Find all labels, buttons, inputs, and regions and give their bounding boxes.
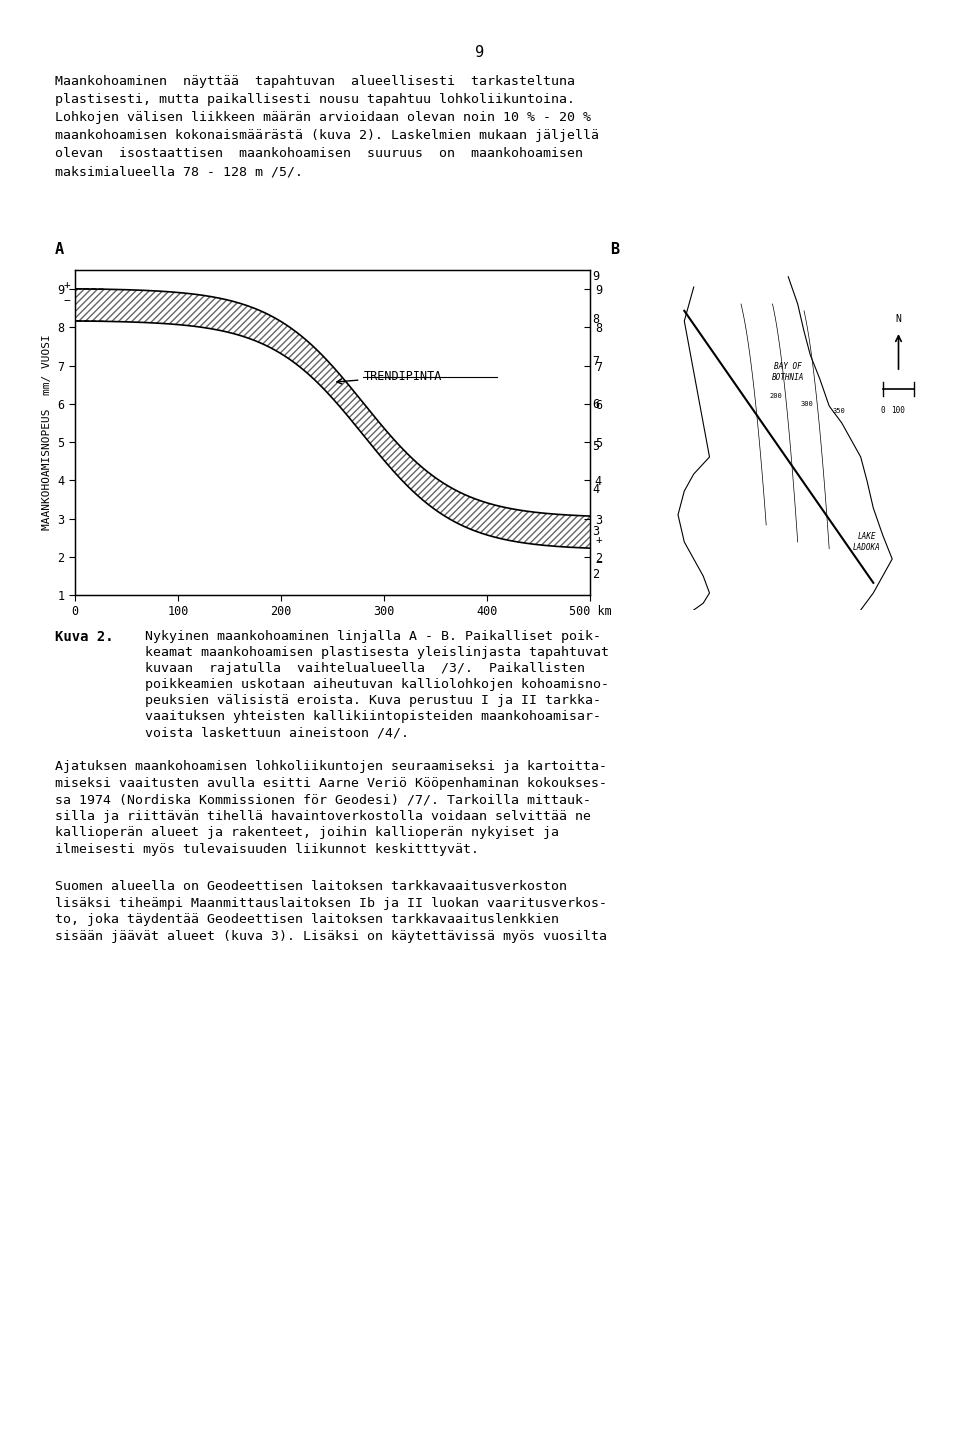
Text: 100: 100 (892, 406, 905, 415)
Text: lisäksi tiheämpi Maanmittauslaitoksen Ib ja II luokan vaaritusverkos-: lisäksi tiheämpi Maanmittauslaitoksen Ib… (55, 896, 607, 909)
Text: B: B (611, 242, 620, 257)
Text: ilmeisesti myös tulevaisuuden liikunnot keskitttyvät.: ilmeisesti myös tulevaisuuden liikunnot … (55, 842, 479, 856)
Text: kuvaan  rajatulla  vaihtelualueella  /3/.  Paikallisten: kuvaan rajatulla vaihtelualueella /3/. P… (145, 663, 585, 676)
Text: −: − (63, 296, 70, 306)
Text: miseksi vaaitusten avulla esitti Aarne Veriö Kööpenhaminan kokoukses-: miseksi vaaitusten avulla esitti Aarne V… (55, 777, 607, 789)
Text: 6: 6 (592, 397, 599, 410)
Text: 200: 200 (769, 393, 782, 399)
Text: olevan  isostaattisen  maankohoamisen  suuruus  on  maankohoamisen: olevan isostaattisen maankohoamisen suur… (55, 146, 583, 160)
Text: Kuva 2.: Kuva 2. (55, 629, 113, 644)
Text: Maankohoaminen  näyttää  tapahtuvan  alueellisesti  tarkasteltuna: Maankohoaminen näyttää tapahtuvan alueel… (55, 75, 575, 88)
Text: 350: 350 (832, 407, 845, 413)
Text: 300: 300 (801, 402, 814, 407)
Text: 9: 9 (475, 45, 485, 59)
Text: BAY OF
BOTHNIA: BAY OF BOTHNIA (772, 362, 804, 381)
Text: voista laskettuun aineistoon /4/.: voista laskettuun aineistoon /4/. (145, 726, 409, 740)
Text: 0: 0 (880, 406, 885, 415)
Text: A: A (55, 242, 63, 257)
Text: +: + (595, 535, 602, 545)
Text: −: − (595, 557, 602, 567)
Text: Ajatuksen maankohoamisen lohkoliikuntojen seuraamiseksi ja kartoitta-: Ajatuksen maankohoamisen lohkoliikuntoje… (55, 760, 607, 773)
Text: Lohkojen välisen liikkeen määrän arvioidaan olevan noin 10 % - 20 %: Lohkojen välisen liikkeen määrän arvioid… (55, 112, 591, 125)
Text: sisään jäävät alueet (kuva 3). Lisäksi on käytettävissä myös vuosilta: sisään jäävät alueet (kuva 3). Lisäksi o… (55, 929, 607, 942)
Text: maksimialueella 78 - 128 m /5/.: maksimialueella 78 - 128 m /5/. (55, 165, 303, 178)
Text: N: N (896, 315, 901, 325)
Text: sa 1974 (Nordiska Kommissionen för Geodesi) /7/. Tarkoilla mittauk-: sa 1974 (Nordiska Kommissionen för Geode… (55, 793, 591, 806)
Text: 7: 7 (592, 355, 599, 368)
Text: 8: 8 (592, 313, 599, 326)
Text: Suomen alueella on Geodeettisen laitoksen tarkkavaaitusverkoston: Suomen alueella on Geodeettisen laitokse… (55, 880, 567, 893)
Text: peuksien välisistä eroista. Kuva perustuu I ja II tarkka-: peuksien välisistä eroista. Kuva perustu… (145, 695, 601, 708)
Text: silla ja riittävän tihellä havaintoverkostolla voidaan selvittää ne: silla ja riittävän tihellä havaintoverko… (55, 809, 591, 822)
Text: keamat maankohoamisen plastisesta yleislinjasta tapahtuvat: keamat maankohoamisen plastisesta yleisl… (145, 647, 609, 658)
Text: poikkeamien uskotaan aiheutuvan kalliolohkojen kohoamisno-: poikkeamien uskotaan aiheutuvan kalliolo… (145, 679, 609, 692)
Text: 3: 3 (592, 525, 599, 538)
Text: to, joka täydentää Geodeettisen laitoksen tarkkavaaituslenkkien: to, joka täydentää Geodeettisen laitokse… (55, 914, 559, 927)
Text: TRENDIPINTA: TRENDIPINTA (337, 370, 442, 384)
Text: Nykyinen maankohoaminen linjalla A - B. Paikalliset poik-: Nykyinen maankohoaminen linjalla A - B. … (145, 629, 601, 642)
Text: 5: 5 (592, 441, 599, 454)
Text: maankohoamisen kokonaismäärästä (kuva 2). Laskelmien mukaan jäljellä: maankohoamisen kokonaismäärästä (kuva 2)… (55, 129, 599, 142)
Text: 9: 9 (592, 270, 599, 283)
Text: plastisesti, mutta paikallisesti nousu tapahtuu lohkoliikuntoina.: plastisesti, mutta paikallisesti nousu t… (55, 93, 575, 106)
Text: +: + (63, 280, 70, 290)
Y-axis label: MAANKOHOAMISNOPEUS  mm/ VUOSI: MAANKOHOAMISNOPEUS mm/ VUOSI (42, 335, 52, 531)
Text: 4: 4 (592, 483, 599, 496)
Text: 2: 2 (592, 568, 599, 581)
Text: LAKE
LADOKA: LAKE LADOKA (853, 532, 881, 551)
Text: kallioperän alueet ja rakenteet, joihin kallioperän nykyiset ja: kallioperän alueet ja rakenteet, joihin … (55, 826, 559, 840)
Text: vaaituksen yhteisten kallikiintopisteiden maankohoamisar-: vaaituksen yhteisten kallikiintopisteide… (145, 710, 601, 724)
